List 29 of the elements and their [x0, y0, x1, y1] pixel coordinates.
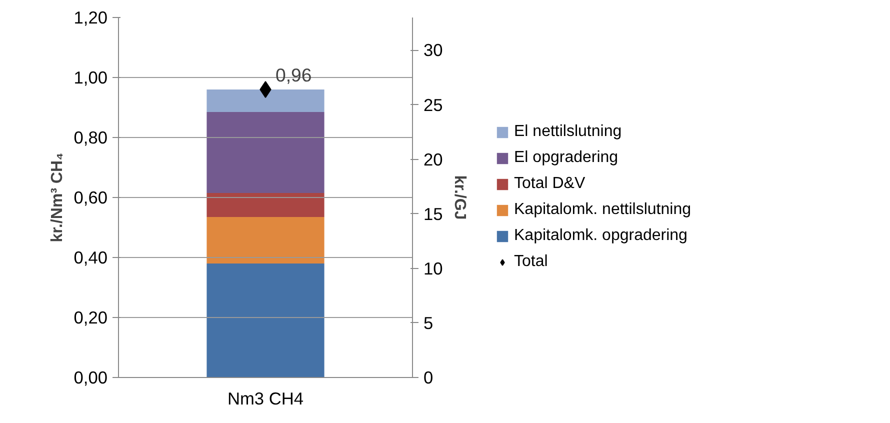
legend-label: Kapitalomk. nettilslutning: [514, 201, 691, 219]
y2-tick-label: 30: [424, 40, 443, 60]
y-tick-label: 0,20: [74, 308, 108, 328]
x-tick-label: Nm3 CH4: [227, 388, 304, 408]
bar: [206, 112, 324, 193]
y2-tick-label: 15: [424, 204, 443, 224]
bar: [206, 217, 324, 264]
y2-tick-label: 10: [424, 258, 443, 278]
y2-tick-label: 25: [424, 94, 443, 115]
y-axis-title: kr./Nm³ CH₄: [48, 152, 66, 242]
y-tick-label: 1,00: [74, 68, 108, 88]
legend-label: Total: [514, 253, 548, 271]
legend-label: El nettilslutning: [514, 123, 622, 141]
y-tick-label: 0,60: [74, 188, 108, 208]
y-tick-label: 0,00: [74, 368, 108, 388]
bar: [206, 193, 324, 217]
legend-label: El opgradering: [514, 149, 618, 167]
y-tick-label: 0,40: [74, 248, 108, 268]
y2-tick-label: 0: [424, 368, 434, 388]
legend-label: Kapitalomk. opgradering: [514, 227, 688, 245]
bar: [206, 90, 324, 112]
y2-tick-label: 20: [424, 149, 443, 170]
y2-axis-title: kr./GJ: [450, 175, 468, 220]
legend-label: Total D&V: [514, 175, 586, 193]
y-tick-label: 0,80: [74, 128, 108, 148]
data-label: 0,96: [276, 64, 312, 86]
bar: [206, 264, 324, 378]
y2-tick-label: 5: [424, 312, 434, 333]
y-tick-label: 1,20: [74, 8, 108, 28]
